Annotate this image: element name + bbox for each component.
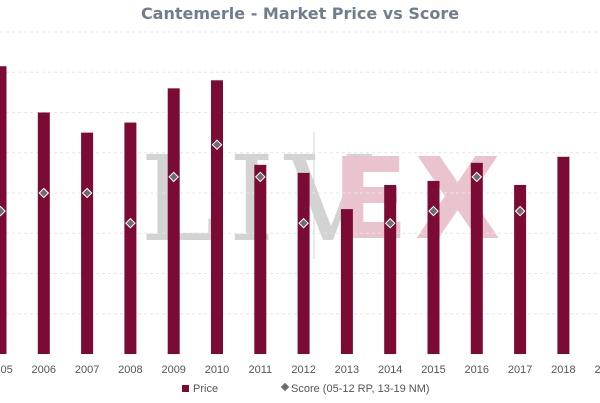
x-tick-label-2005: 2005 — [0, 364, 13, 376]
x-tick-label-2008: 2008 — [118, 364, 142, 376]
x-tick-label-2012: 2012 — [291, 364, 315, 376]
price-bar-2011[interactable] — [254, 164, 267, 354]
x-tick-label-2014: 2014 — [378, 364, 402, 376]
price-bar-2018[interactable] — [557, 156, 570, 354]
price-bar-2013[interactable] — [340, 209, 353, 354]
x-tick-label-2017: 2017 — [508, 364, 532, 376]
x-axis: 2005 2006 2007 2008 2009 2010 2011 2012 2013 2014… — [0, 364, 600, 376]
x-tick-label-2013: 2013 — [335, 364, 359, 376]
legend: Price Score (05-12 RP, 13-19 NM) — [182, 382, 430, 395]
x-tick-label-2007: 2007 — [75, 364, 99, 376]
price-bar-2010[interactable] — [211, 80, 223, 355]
legend-price-label: Price — [193, 383, 218, 395]
watermark: LIV EX — [140, 130, 501, 268]
score-marker-2007[interactable] — [81, 187, 93, 199]
x-tick-label-2018: 2018 — [551, 364, 575, 376]
legend-price-swatch — [182, 385, 189, 392]
score-marker-2014[interactable] — [384, 217, 396, 229]
score-marker-2005[interactable] — [0, 205, 6, 217]
price-bar-2014[interactable] — [384, 184, 397, 354]
legend-score-label: Score (05-12 RP, 13-19 NM) — [291, 383, 430, 395]
price-bar-2012[interactable] — [297, 172, 310, 354]
x-tick-label-2009: 2009 — [161, 364, 185, 376]
price-bar-2008[interactable] — [124, 122, 137, 354]
price-bar-2009[interactable] — [167, 88, 180, 354]
score-marker-2006[interactable] — [38, 187, 50, 199]
score-marker-2011[interactable] — [254, 171, 266, 183]
score-marker-2010[interactable] — [211, 139, 223, 151]
price-bar-2007[interactable] — [81, 132, 94, 354]
score-marker-2008[interactable] — [125, 217, 136, 229]
score-marker-2012[interactable] — [298, 217, 309, 229]
score-marker-2009[interactable] — [168, 171, 180, 183]
score-marker-2017[interactable] — [514, 205, 526, 217]
price-bar-2016[interactable] — [470, 162, 483, 354]
chart-title: Cantemerle - Market Price vs Score — [141, 4, 459, 23]
x-tick-label-2016: 2016 — [465, 364, 489, 376]
price-bar-2006[interactable] — [37, 112, 50, 355]
x-tick-label-2010: 2010 — [205, 364, 229, 376]
x-tick-label-2015: 2015 — [421, 364, 445, 376]
price-bar-2017[interactable] — [514, 184, 527, 354]
legend-item-price[interactable]: Price — [182, 383, 218, 395]
markers — [0, 139, 526, 229]
price-bar-2015[interactable] — [427, 180, 440, 354]
score-marker-2016[interactable] — [471, 171, 483, 183]
x-tick-label-2019: 2019 — [594, 364, 600, 376]
score-marker-2015[interactable] — [428, 205, 439, 217]
x-tick-label-2006: 2006 — [32, 364, 56, 376]
legend-score-swatch — [280, 382, 290, 392]
legend-item-score[interactable]: Score (05-12 RP, 13-19 NM) — [280, 382, 430, 395]
x-tick-label-2011: 2011 — [248, 364, 272, 376]
